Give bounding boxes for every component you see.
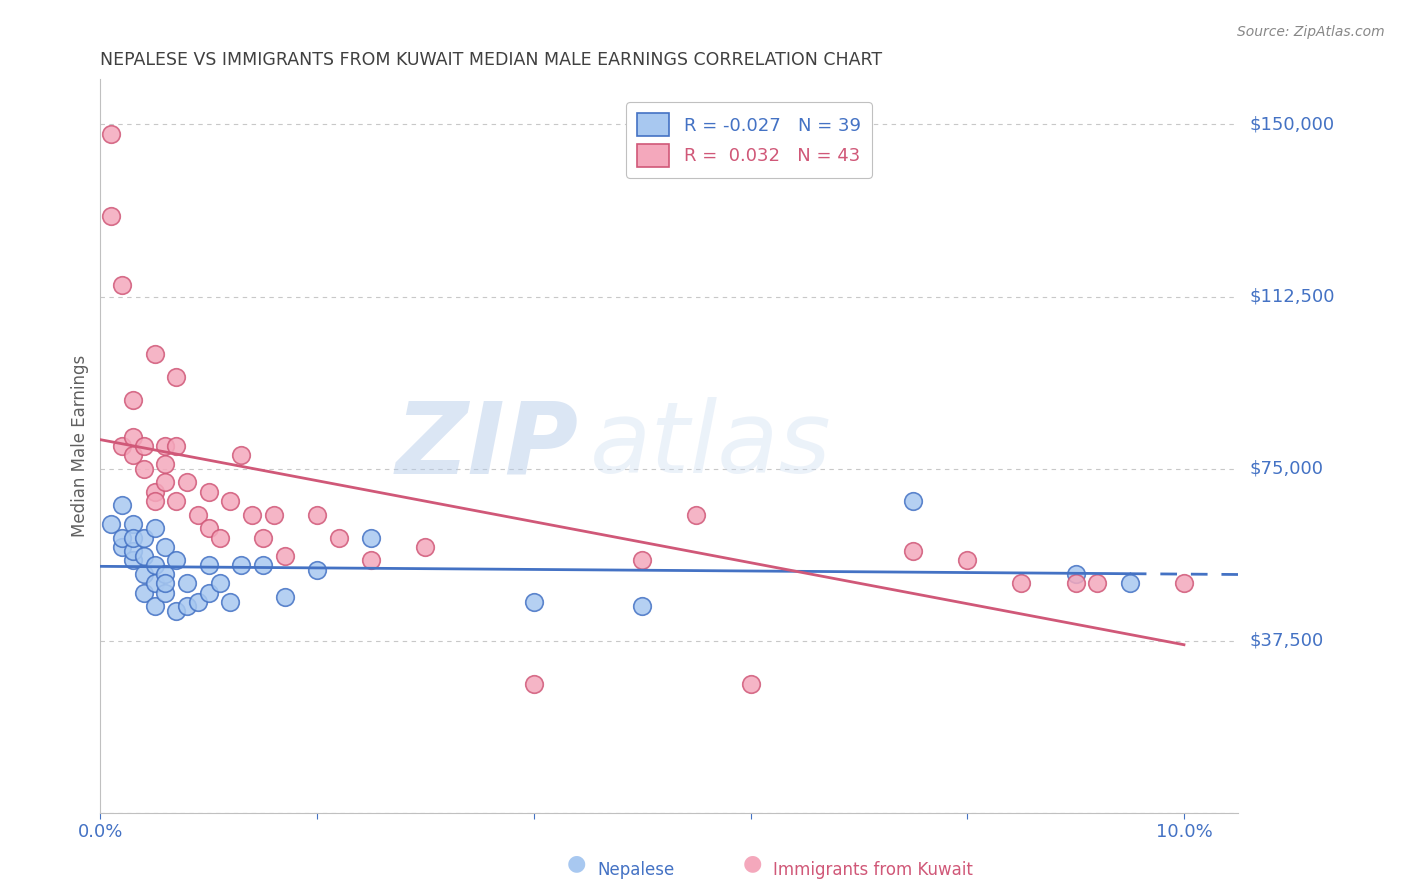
Point [740, 677, 762, 691]
Point [100, 209, 122, 223]
Point [121, 516, 143, 531]
Point [197, 558, 219, 572]
Point [273, 549, 295, 563]
Text: $112,500: $112,500 [1250, 287, 1334, 306]
Point [155, 439, 177, 453]
Text: $150,000: $150,000 [1250, 115, 1334, 134]
Point [111, 499, 134, 513]
Point [197, 521, 219, 535]
Point [111, 531, 134, 545]
Point [415, 540, 437, 554]
Point [1173, 576, 1195, 591]
Point [1064, 576, 1087, 591]
Point [1085, 576, 1108, 591]
Point [132, 567, 155, 582]
Point [165, 604, 187, 618]
Point [1010, 576, 1032, 591]
Point [219, 595, 242, 609]
Point [155, 576, 177, 591]
Point [685, 508, 707, 522]
Point [132, 461, 155, 475]
Point [176, 599, 198, 614]
Text: ●: ● [742, 854, 762, 873]
Point [143, 493, 166, 508]
Point [111, 278, 134, 293]
Point [631, 599, 654, 614]
Point [901, 544, 924, 558]
Point [187, 595, 209, 609]
Text: $37,500: $37,500 [1250, 632, 1323, 649]
Point [165, 493, 187, 508]
Point [155, 540, 177, 554]
Point [176, 475, 198, 490]
Point [176, 576, 198, 591]
Point [197, 484, 219, 499]
Text: Immigrants from Kuwait: Immigrants from Kuwait [773, 861, 973, 879]
Point [901, 493, 924, 508]
Point [360, 531, 382, 545]
Point [307, 508, 329, 522]
Point [523, 595, 546, 609]
Point [231, 558, 253, 572]
Point [307, 563, 329, 577]
Point [197, 585, 219, 599]
Point [523, 677, 546, 691]
Point [208, 531, 231, 545]
Point [252, 531, 274, 545]
Point [956, 553, 979, 567]
Point [121, 553, 143, 567]
Text: Source: ZipAtlas.com: Source: ZipAtlas.com [1237, 25, 1385, 39]
Point [155, 585, 177, 599]
Point [143, 599, 166, 614]
Point [165, 370, 187, 384]
Point [132, 439, 155, 453]
Point [143, 484, 166, 499]
Point [111, 540, 134, 554]
Point [208, 576, 231, 591]
Point [165, 553, 187, 567]
Point [252, 558, 274, 572]
Point [360, 553, 382, 567]
Point [219, 493, 242, 508]
Point [121, 429, 143, 443]
Point [132, 531, 155, 545]
Point [143, 347, 166, 361]
Point [1064, 567, 1087, 582]
Y-axis label: Median Male Earnings: Median Male Earnings [72, 355, 89, 537]
Text: Nepalese: Nepalese [598, 861, 675, 879]
Point [143, 521, 166, 535]
Text: NEPALESE VS IMMIGRANTS FROM KUWAIT MEDIAN MALE EARNINGS CORRELATION CHART: NEPALESE VS IMMIGRANTS FROM KUWAIT MEDIA… [100, 51, 883, 69]
Point [121, 448, 143, 462]
Point [143, 558, 166, 572]
Text: atlas: atlas [589, 397, 831, 494]
Point [231, 448, 253, 462]
Point [273, 590, 295, 604]
Point [100, 516, 122, 531]
Point [240, 508, 263, 522]
Point [155, 457, 177, 471]
Legend: R = -0.027   N = 39, R =  0.032   N = 43: R = -0.027 N = 39, R = 0.032 N = 43 [626, 103, 872, 178]
Point [121, 544, 143, 558]
Point [155, 567, 177, 582]
Point [328, 531, 350, 545]
Text: ZIP: ZIP [395, 397, 578, 494]
Point [631, 553, 654, 567]
Point [165, 439, 187, 453]
Point [121, 531, 143, 545]
Point [132, 549, 155, 563]
Point [263, 508, 285, 522]
Point [121, 392, 143, 407]
Point [100, 127, 122, 141]
Point [155, 475, 177, 490]
Text: $75,000: $75,000 [1250, 459, 1323, 478]
Point [132, 585, 155, 599]
Point [111, 439, 134, 453]
Text: ●: ● [567, 854, 586, 873]
Point [187, 508, 209, 522]
Point [143, 576, 166, 591]
Point [1119, 576, 1142, 591]
